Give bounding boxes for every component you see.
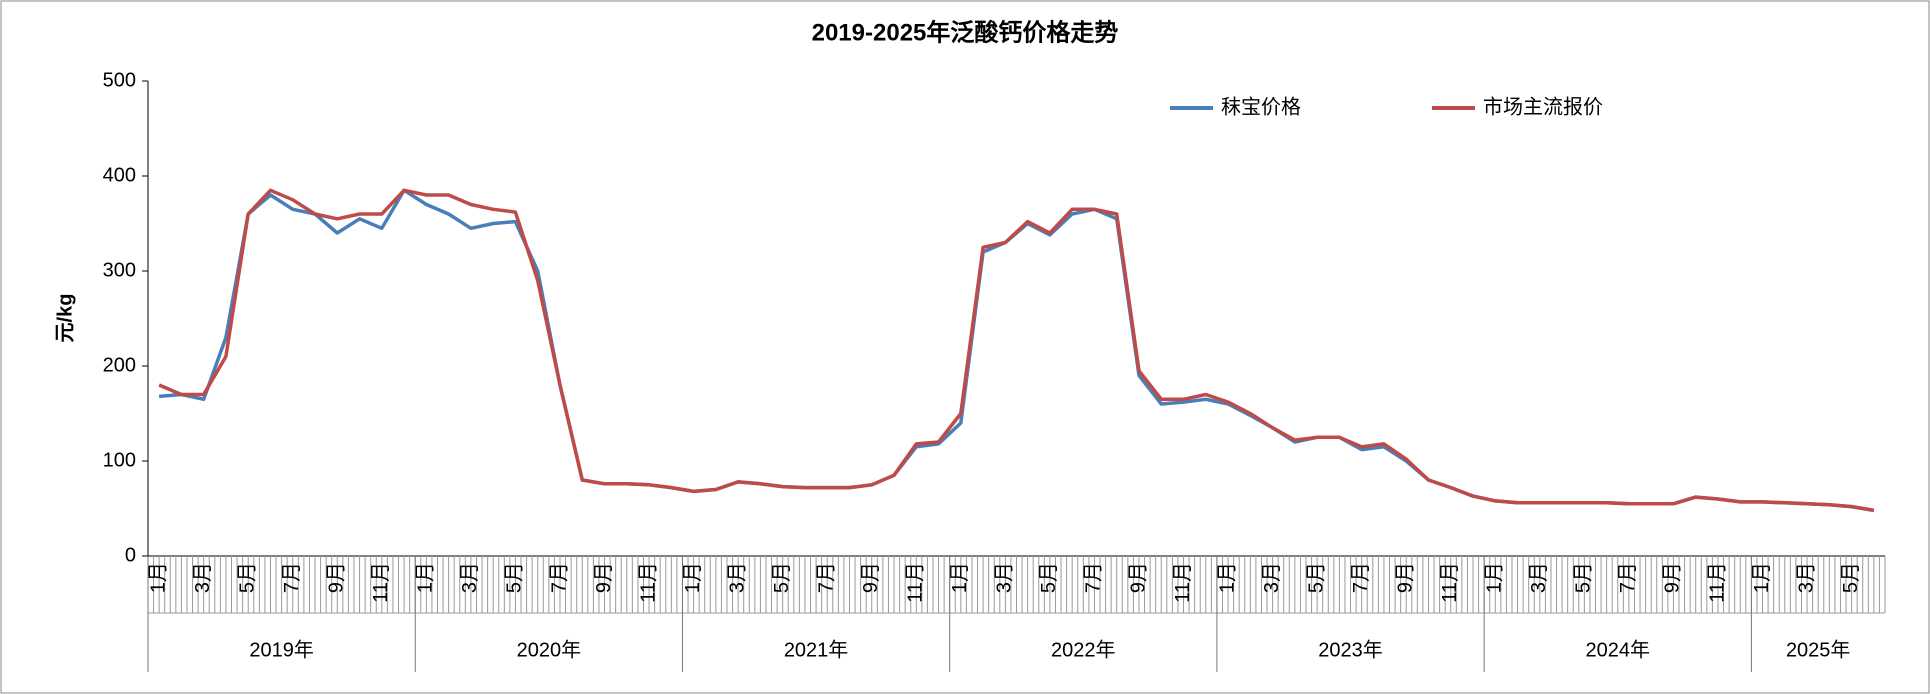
x-tick-label: 5月	[236, 562, 258, 593]
year-label: 2019年	[249, 638, 314, 661]
year-label: 2020年	[517, 638, 582, 661]
x-tick-label: 7月	[281, 562, 303, 593]
x-tick-label: 5月	[1573, 562, 1595, 593]
x-tick-label: 9月	[593, 562, 615, 593]
x-tick-label: 3月	[1528, 562, 1550, 593]
x-tick-label: 5月	[1038, 562, 1060, 593]
x-tick-label: 11月	[370, 562, 392, 603]
x-tick-label: 9月	[1127, 562, 1149, 593]
x-tick-label: 3月	[726, 562, 748, 593]
year-label: 2022年	[1051, 638, 1116, 661]
x-tick-label: 3月	[1261, 562, 1283, 593]
x-tick-label: 9月	[860, 562, 882, 593]
x-tick-label: 7月	[1083, 562, 1105, 593]
chart-title: 2019-2025年泛酸钙价格走势	[812, 18, 1119, 46]
y-tick-label: 100	[103, 449, 136, 471]
x-tick-label: 1月	[1216, 562, 1238, 593]
y-tick-label: 200	[103, 354, 136, 376]
x-tick-label: 9月	[1394, 562, 1416, 593]
y-tick-label: 0	[125, 544, 136, 566]
x-tick-label: 5月	[1305, 562, 1327, 593]
series-line	[158, 188, 1875, 513]
x-tick-label: 1月	[147, 562, 169, 593]
x-tick-label: 7月	[815, 562, 837, 593]
x-tick-label: 9月	[1662, 562, 1684, 593]
y-tick-label: 500	[103, 69, 136, 91]
x-tick-label: 1月	[1484, 562, 1506, 593]
x-tick-label: 1月	[415, 562, 437, 593]
x-tick-label: 11月	[1439, 562, 1461, 603]
x-tick-label: 11月	[1172, 562, 1194, 603]
x-tick-label: 5月	[771, 562, 793, 593]
x-tick-label: 7月	[1617, 562, 1639, 593]
year-label: 2024年	[1586, 638, 1651, 661]
legend-label: 秣宝价格	[1221, 95, 1301, 118]
x-tick-label: 11月	[905, 562, 927, 603]
year-label: 2023年	[1318, 638, 1383, 661]
year-label: 2025年	[1786, 638, 1851, 661]
x-tick-label: 7月	[548, 562, 570, 593]
x-tick-label: 3月	[192, 562, 214, 593]
x-tick-label: 5月	[1840, 562, 1862, 593]
x-tick-label: 11月	[1706, 562, 1728, 603]
x-tick-label: 3月	[1795, 562, 1817, 593]
legend-label: 市场主流报价	[1483, 95, 1603, 118]
x-tick-label: 1月	[1751, 562, 1773, 593]
x-tick-label: 7月	[1350, 562, 1372, 593]
y-tick-label: 400	[103, 164, 136, 186]
x-tick-label: 5月	[504, 562, 526, 593]
x-tick-label: 1月	[949, 562, 971, 593]
year-label: 2021年	[784, 638, 849, 661]
y-tick-label: 300	[103, 259, 136, 281]
y-axis-label: 元/kg	[54, 294, 76, 343]
x-tick-label: 11月	[637, 562, 659, 603]
x-tick-label: 9月	[326, 562, 348, 593]
x-tick-label: 3月	[994, 562, 1016, 593]
x-tick-label: 3月	[459, 562, 481, 593]
x-tick-label: 1月	[682, 562, 704, 593]
